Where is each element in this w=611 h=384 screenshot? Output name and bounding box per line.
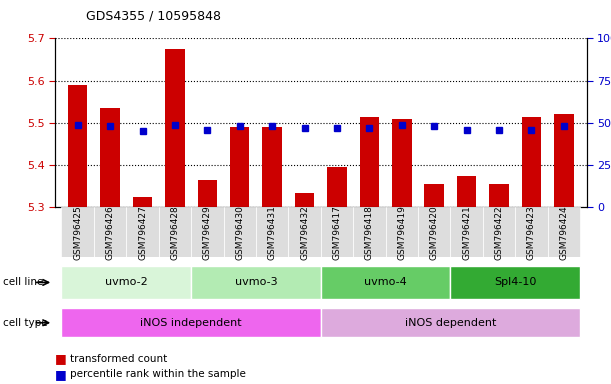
Bar: [392, 119, 412, 207]
Bar: [68, 85, 87, 207]
Bar: [522, 117, 541, 207]
Bar: [197, 180, 217, 207]
Text: GSM796432: GSM796432: [300, 205, 309, 260]
Text: GSM796431: GSM796431: [268, 205, 277, 260]
Bar: [100, 108, 120, 207]
Text: GSM796424: GSM796424: [560, 205, 568, 260]
Bar: [386, 207, 418, 257]
Bar: [450, 266, 580, 299]
Bar: [360, 117, 379, 207]
Text: uvmo-3: uvmo-3: [235, 277, 277, 287]
Text: GSM796421: GSM796421: [462, 205, 471, 260]
Bar: [321, 308, 580, 337]
Bar: [554, 114, 574, 207]
Text: GSM796429: GSM796429: [203, 205, 212, 260]
Text: cell type: cell type: [3, 318, 48, 328]
Bar: [165, 49, 185, 207]
Text: GSM796423: GSM796423: [527, 205, 536, 260]
Bar: [450, 207, 483, 257]
Bar: [483, 207, 515, 257]
Text: GSM796430: GSM796430: [235, 205, 244, 260]
Bar: [321, 266, 450, 299]
Bar: [230, 127, 249, 207]
Bar: [62, 308, 321, 337]
Bar: [126, 207, 159, 257]
Bar: [321, 207, 353, 257]
Bar: [425, 184, 444, 207]
Bar: [418, 207, 450, 257]
Bar: [94, 207, 126, 257]
Bar: [353, 207, 386, 257]
Text: ■: ■: [55, 353, 67, 366]
Bar: [457, 176, 477, 207]
Bar: [62, 266, 191, 299]
Bar: [159, 207, 191, 257]
Bar: [263, 127, 282, 207]
Bar: [547, 207, 580, 257]
Bar: [515, 207, 547, 257]
Text: uvmo-2: uvmo-2: [105, 277, 148, 287]
Bar: [133, 197, 152, 207]
Text: iNOS dependent: iNOS dependent: [404, 318, 496, 328]
Text: GSM796419: GSM796419: [397, 205, 406, 260]
Text: Spl4-10: Spl4-10: [494, 277, 536, 287]
Text: transformed count: transformed count: [70, 354, 167, 364]
Bar: [327, 167, 346, 207]
Bar: [191, 266, 321, 299]
Bar: [295, 193, 314, 207]
Text: GSM796417: GSM796417: [332, 205, 342, 260]
Bar: [489, 184, 509, 207]
Text: GSM796428: GSM796428: [170, 205, 180, 260]
Text: GSM796425: GSM796425: [73, 205, 82, 260]
Text: cell line: cell line: [3, 277, 43, 287]
Text: percentile rank within the sample: percentile rank within the sample: [70, 369, 246, 379]
Text: GSM796420: GSM796420: [430, 205, 439, 260]
Text: iNOS independent: iNOS independent: [141, 318, 242, 328]
Text: uvmo-4: uvmo-4: [364, 277, 407, 287]
Bar: [288, 207, 321, 257]
Bar: [224, 207, 256, 257]
Bar: [191, 207, 224, 257]
Bar: [62, 207, 94, 257]
Text: GDS4355 / 10595848: GDS4355 / 10595848: [86, 10, 221, 23]
Text: GSM796418: GSM796418: [365, 205, 374, 260]
Text: GSM796427: GSM796427: [138, 205, 147, 260]
Text: GSM796426: GSM796426: [106, 205, 115, 260]
Text: GSM796422: GSM796422: [494, 205, 503, 260]
Bar: [256, 207, 288, 257]
Text: ■: ■: [55, 368, 67, 381]
